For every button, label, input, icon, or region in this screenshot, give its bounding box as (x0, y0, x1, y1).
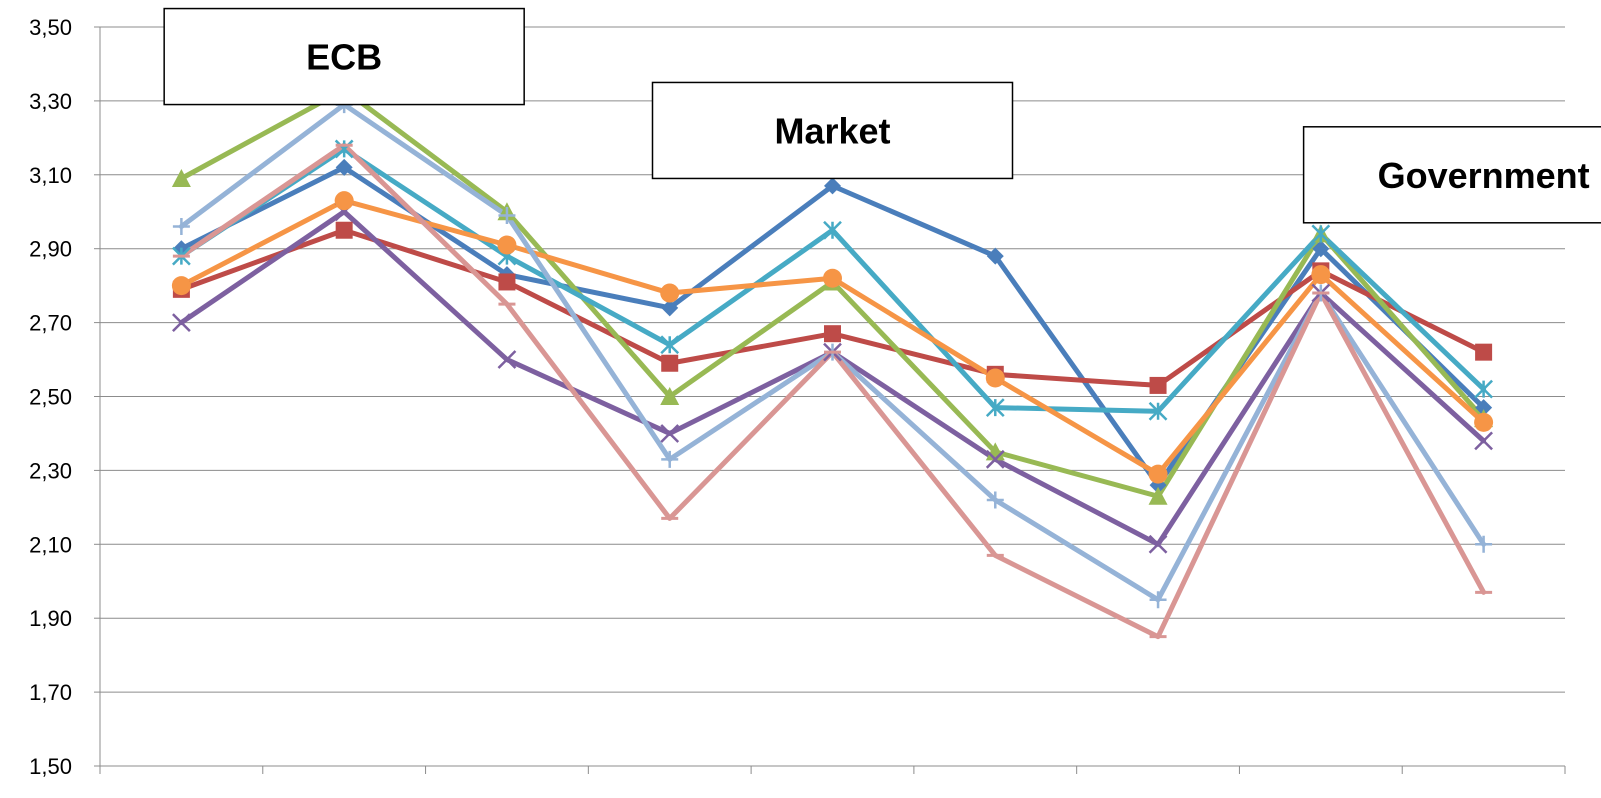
data-point-marker (1148, 534, 1168, 554)
y-tick-label: 2,10 (29, 532, 72, 557)
data-point-marker (1475, 399, 1493, 417)
y-tick-label: 1,50 (29, 754, 72, 779)
y-tick-label: 1,70 (29, 680, 72, 705)
data-point-marker (334, 191, 354, 211)
y-tick-label: 2,50 (29, 385, 72, 410)
data-point-marker (660, 424, 680, 443)
data-point-marker (985, 368, 1005, 388)
data-point-marker (497, 350, 517, 369)
data-point-marker (986, 491, 1004, 509)
data-point-marker (824, 325, 841, 343)
y-tick-label: 3,30 (29, 89, 72, 114)
series-line (178, 209, 1487, 547)
data-point-marker (1149, 376, 1167, 394)
data-point-marker (1149, 591, 1167, 609)
y-tick-label: 3,50 (29, 15, 72, 40)
y-tick-label: 2,90 (29, 237, 72, 262)
annotation-label: ECB (306, 37, 382, 78)
data-point-marker (661, 299, 679, 317)
data-point-marker (335, 158, 353, 176)
data-point-marker (660, 387, 680, 405)
data-point-marker (1311, 224, 1331, 244)
annotation-government: Government (1302, 126, 1601, 224)
data-point-marker (1148, 486, 1168, 505)
y-tick-label: 2,70 (29, 311, 72, 336)
series-line (178, 142, 1487, 640)
data-point-marker (498, 273, 516, 291)
data-point-marker (986, 247, 1004, 265)
annotations: ECB Market Government (163, 7, 1601, 224)
y-tick-label: 3,10 (29, 163, 72, 188)
data-point-marker (823, 268, 842, 288)
data-point-marker (661, 354, 679, 372)
data-point-marker (1475, 535, 1493, 553)
data-point-marker (1474, 412, 1494, 432)
annotation-label: Market (774, 110, 890, 151)
data-point-marker (1148, 464, 1168, 484)
data-point-marker (497, 235, 517, 255)
data-point-marker (1148, 401, 1168, 421)
y-tick-label: 2,30 (29, 458, 72, 483)
data-point-marker (660, 335, 680, 355)
data-point-marker (334, 139, 354, 159)
y-tick-labels: 1,50 1,70 1,90 2,10 2,30 2,50 2,70 2,90 3,10 3,30… (29, 15, 72, 779)
data-point-marker (171, 168, 191, 187)
data-point-marker (171, 276, 191, 296)
data-point-marker (172, 218, 190, 236)
data-point-marker (661, 450, 679, 468)
annotation-box (1302, 126, 1601, 224)
data-point-marker (1311, 265, 1331, 285)
axes (94, 26, 1566, 774)
data-point-marker (985, 449, 1005, 469)
annotation-ecb: ECB (163, 7, 525, 106)
annotation-label: Government (1378, 155, 1590, 196)
data-point-marker (1312, 240, 1330, 258)
annotation-market: Market (651, 81, 1014, 180)
data-point-marker (172, 313, 191, 332)
data-point-marker (1474, 431, 1493, 451)
annotation-box (163, 7, 525, 106)
data-point-marker (824, 177, 841, 195)
data-point-marker (335, 221, 353, 239)
data-point-marker (985, 398, 1005, 417)
y-tick-label: 1,90 (29, 606, 72, 631)
data-point-marker (498, 206, 516, 224)
data-point-marker (1474, 379, 1493, 399)
data-point-marker (660, 283, 680, 303)
data-point-marker (1475, 343, 1493, 361)
series-markers (171, 80, 1494, 639)
data-point-marker (823, 220, 842, 240)
annotation-box (651, 81, 1014, 180)
